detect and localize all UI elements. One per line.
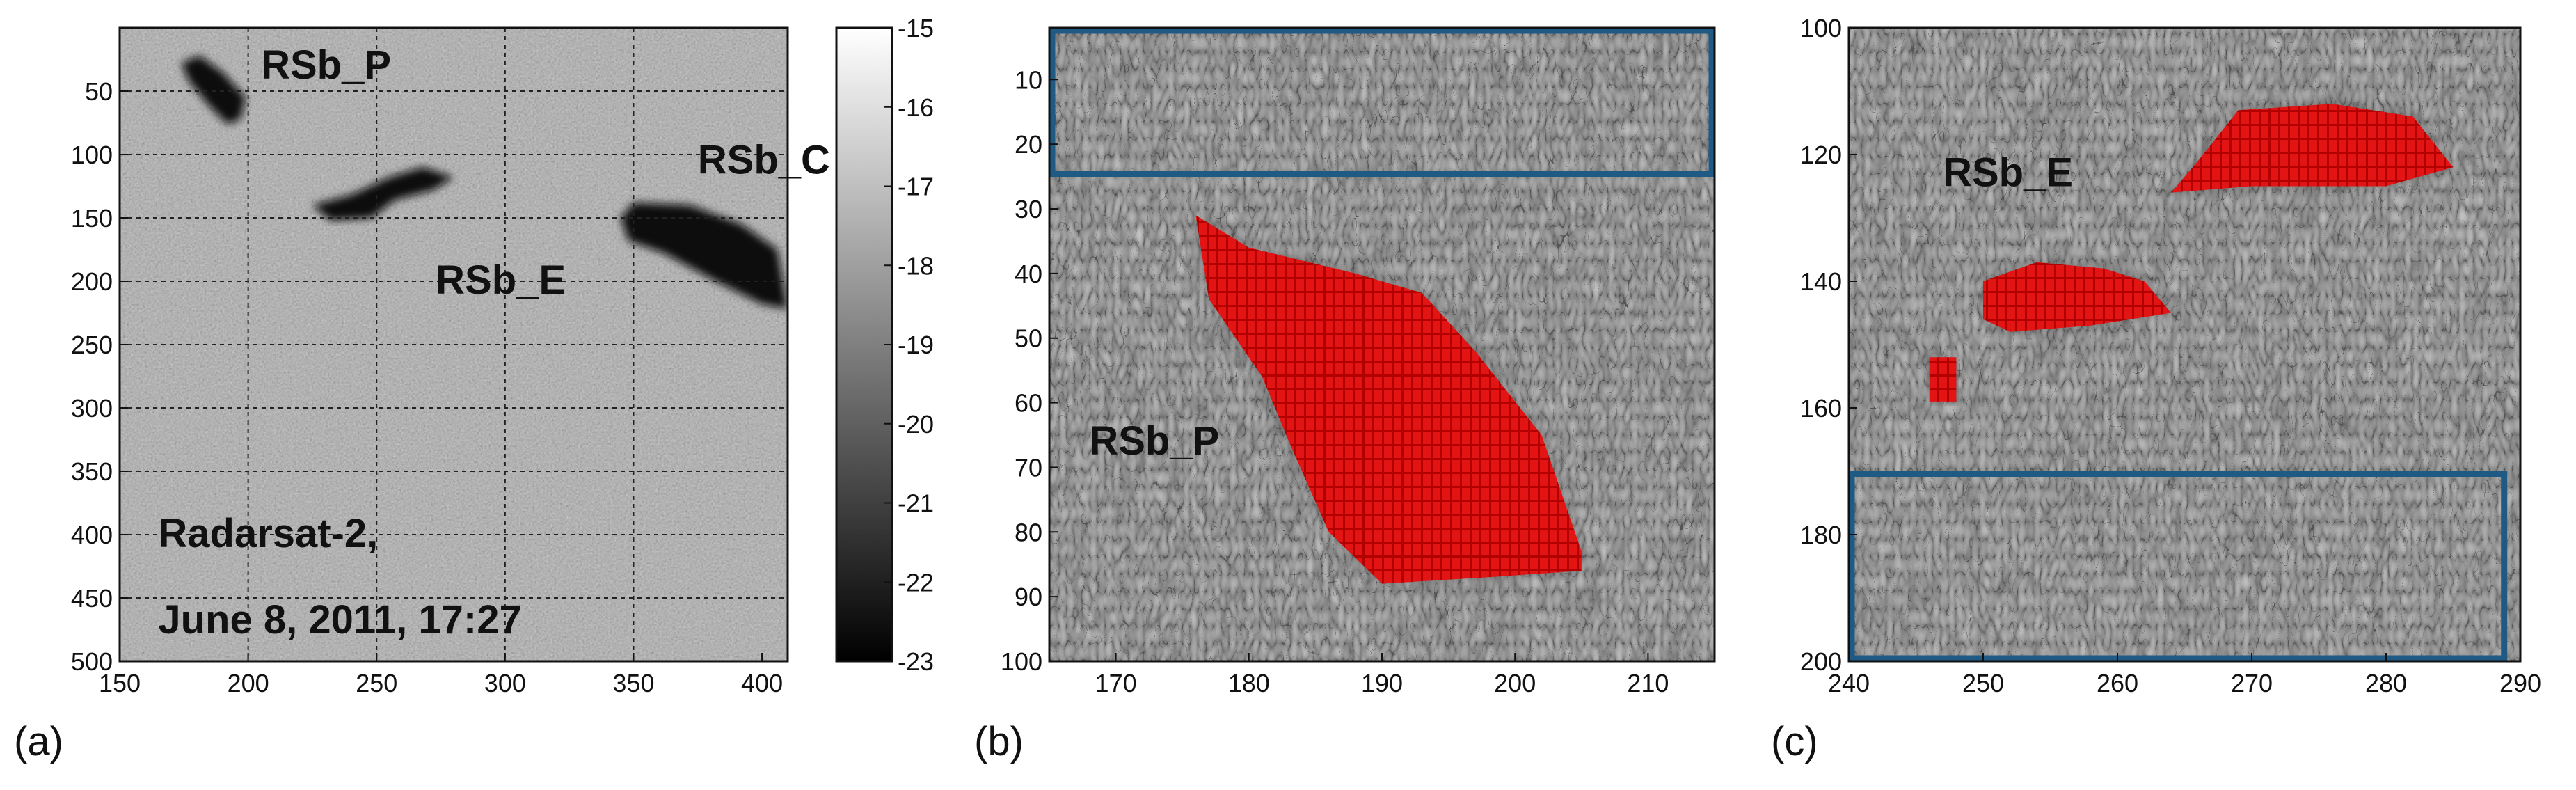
y-tick-label: 200 <box>1800 647 1842 676</box>
x-tick-label: 250 <box>1962 669 2004 697</box>
y-tick-label: 250 <box>71 331 113 359</box>
x-tick-label: 180 <box>1228 669 1270 697</box>
x-tick-label: 240 <box>1828 669 1870 697</box>
annotation-label: RSb_P <box>261 42 391 88</box>
colorbar-tick-label: -17 <box>898 173 934 201</box>
x-tick-label: 210 <box>1627 669 1669 697</box>
x-tick-label: 190 <box>1361 669 1403 697</box>
y-tick-label: 120 <box>1800 141 1842 169</box>
colorbar-tick-label: -20 <box>898 410 934 439</box>
colorbar: -15 -16 -17 -18 -19 -20 -21 -22 -23 <box>835 14 934 676</box>
annotation-label: RSb_E <box>436 258 566 303</box>
x-tick-label: 280 <box>2365 669 2407 697</box>
y-tick-label: 500 <box>71 647 113 676</box>
colorbar-tick-label: -16 <box>898 93 934 122</box>
annotation-label: June 8, 2011, 17:27 <box>158 597 521 642</box>
y-tick-label: 100 <box>1800 14 1842 42</box>
x-tick-label: 150 <box>99 669 141 697</box>
y-tick-label: 70 <box>1015 453 1042 482</box>
x-tick-label: 290 <box>2499 669 2541 697</box>
colorbar-tick-label: -19 <box>898 331 934 359</box>
y-tick-label: 50 <box>85 77 113 106</box>
detected-region <box>2171 104 2454 193</box>
panel-a: 150 200 250 300 350 400 50 100 150 200 250 300 350 40… <box>14 14 934 764</box>
x-tick-label: 200 <box>228 669 269 697</box>
colorbar-tick-label: -23 <box>898 647 934 676</box>
dark-region-rsb-c <box>621 203 788 310</box>
y-tick-label: 200 <box>71 267 113 296</box>
annotation-label: Radarsat-2, <box>158 511 378 556</box>
detected-region <box>1195 215 1582 584</box>
x-tick-label: 350 <box>612 669 654 697</box>
x-tick-label: 400 <box>741 669 783 697</box>
y-tick-label: 100 <box>1001 647 1042 676</box>
panel-label-c: (c) <box>1771 719 1818 764</box>
colorbar-tick-label: -15 <box>898 14 934 42</box>
x-tick-label: 250 <box>356 669 397 697</box>
x-tick-label: 270 <box>2231 669 2273 697</box>
reference-box <box>1049 27 1715 177</box>
y-tick-label: 40 <box>1015 260 1042 288</box>
x-tick-label: 300 <box>484 669 526 697</box>
panel-b: 170 180 190 200 210 10 20 30 40 50 60 70 80 90 100 RSb… <box>974 26 1716 764</box>
colorbar-tick-label: -21 <box>898 489 934 518</box>
colorbar-tick-label: -18 <box>898 251 934 280</box>
y-tick-label: 160 <box>1800 394 1842 422</box>
panel-label-a: (a) <box>14 719 63 764</box>
y-tick-label: 350 <box>71 457 113 486</box>
y-tick-label: 10 <box>1015 65 1042 94</box>
x-tick-label: 260 <box>2097 669 2138 697</box>
y-tick-label: 50 <box>1015 324 1042 353</box>
y-tick-label: 60 <box>1015 389 1042 418</box>
dark-region-rsb-e <box>312 167 454 221</box>
y-tick-label: 180 <box>1800 521 1842 549</box>
y-tick-label: 30 <box>1015 195 1042 223</box>
x-tick-label: 200 <box>1494 669 1536 697</box>
y-tick-label: 90 <box>1015 583 1042 611</box>
detected-region <box>1983 262 2172 332</box>
annotation-label: RSb_P <box>1089 418 1219 464</box>
y-tick-label: 100 <box>71 141 113 169</box>
y-tick-label: 140 <box>1800 267 1842 296</box>
y-tick-label: 450 <box>71 584 113 613</box>
y-tick-label: 150 <box>71 204 113 232</box>
y-tick-label: 20 <box>1015 130 1042 159</box>
dark-region-rsb-p <box>181 56 246 125</box>
y-tick-label: 400 <box>71 521 113 549</box>
annotation-label: RSb_E <box>1943 150 2073 196</box>
y-tick-label: 80 <box>1015 518 1042 546</box>
annotation-label: RSb_C <box>698 137 830 182</box>
panel-c: 240 250 260 270 280 290 100 120 140 160 180 200 RSb… <box>1771 14 2541 764</box>
colorbar-tick-label: -22 <box>898 568 934 597</box>
detected-region <box>1929 357 1957 402</box>
panel-label-b: (b) <box>974 719 1024 764</box>
colorbar-gradient <box>835 26 893 663</box>
y-tick-label: 300 <box>71 394 113 422</box>
reference-box <box>1848 471 2508 662</box>
x-tick-label: 170 <box>1095 669 1137 697</box>
